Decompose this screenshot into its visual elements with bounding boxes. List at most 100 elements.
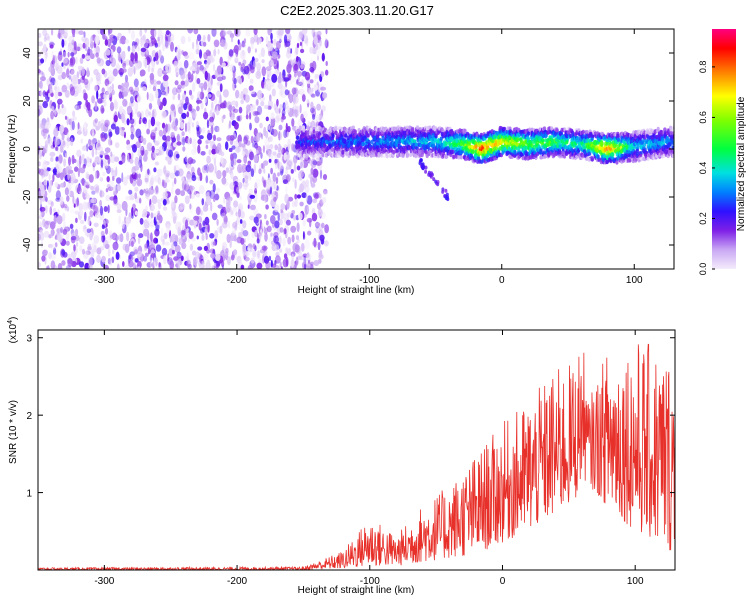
spectrogram-noise-cell [186,121,191,132]
spectrogram-noise-cell [299,41,302,47]
spectrogram-noise-cell [149,72,155,81]
spectrogram-noise-cell [310,176,313,185]
spectrogram-noise-cell [264,214,267,220]
spectrogram-noise-cell [236,255,242,264]
spectrogram-noise-cell [180,134,183,142]
spectrogram-noise-cell [94,101,98,111]
spectrogram-noise-cell [40,229,43,236]
spectrogram-noise-cell [109,85,112,92]
spectrogram-noise-cell [109,196,115,201]
spectrogram-noise-cell [187,36,191,43]
spectrogram-noise-cell [321,52,325,62]
spectrogram-noise-cell [107,248,111,257]
spectrogram-noise-cell [184,228,189,238]
spectrogram-noise-cell [82,164,86,169]
spectrogram-noise-cell [231,230,237,236]
spectrogram-noise-cell [173,256,179,261]
spectrogram-noise-cell [286,63,292,74]
spectrogram-noise-cell [263,226,266,234]
spectrogram-noise-cell [279,248,283,253]
spectrogram-noise-cell [175,67,178,73]
spectrogram-noise-cell [150,116,156,127]
spectrogram-noise-cell [254,48,257,53]
spectrogram-signal-cell [596,154,600,159]
spectrogram-noise-cell [144,177,149,183]
spectrogram-noise-cell [240,163,246,172]
spectrogram-noise-cell [247,46,251,54]
spectrogram-noise-cell [128,189,133,195]
spectrogram-noise-cell [147,168,150,175]
spectrogram-noise-cell [124,38,129,44]
spectrogram-noise-cell [170,123,176,131]
spectrogram-noise-cell [74,166,79,172]
spectrogram-noise-cell [126,105,133,114]
spectrogram-noise-cell [108,131,113,138]
spectrogram-noise-cell [296,42,300,49]
spectrogram-noise-cell [213,64,216,72]
spectrogram-noise-cell [39,184,45,192]
spectrogram-noise-cell [101,255,106,263]
spectrogram-noise-cell [284,193,290,204]
spectrogram-noise-cell [198,135,204,140]
spectrogram-noise-cell [238,195,242,200]
spectrogram-signal-cell [540,138,545,143]
spectrogram-noise-cell [40,122,46,129]
spectrogram-noise-cell [47,35,51,42]
spectrogram-noise-cell [255,178,261,188]
spectrogram-noise-cell [45,121,51,129]
spectrogram-noise-cell [146,142,153,152]
spectrogram-noise-cell [160,55,165,64]
spectrogram-noise-cell [247,246,251,254]
spectrogram-noise-cell [135,58,139,64]
spectrogram-noise-cell [229,182,235,190]
spectrogram-noise-cell [57,98,63,105]
spectrogram-noise-cell [64,187,69,196]
spectrogram-noise-cell [49,44,54,49]
spectrogram-noise-cell [60,182,66,188]
spectrogram-noise-cell [276,60,279,70]
spectrogram-noise-cell [317,208,323,217]
spectrogram-noise-cell [220,39,227,47]
spectrogram-signal-cell [313,136,317,141]
spectrogram-noise-cell [146,194,150,201]
spectrogram-noise-cell [40,211,43,218]
spectrogram-noise-cell [217,142,222,151]
spectrogram-noise-cell [177,260,181,269]
spectrogram-noise-cell [185,122,187,133]
spectrogram-noise-cell [235,211,238,217]
spectrogram-noise-cell [58,225,63,231]
spectrogram-noise-cell [233,77,237,85]
spectrogram-noise-cell [157,202,162,210]
spectrogram-noise-cell [43,163,48,171]
spectrogram-noise-cell [173,165,177,173]
spectrogram-noise-cell [76,159,82,167]
spectrogram-noise-cell [180,35,186,45]
spectrogram-noise-cell [38,102,42,108]
spectrogram-noise-cell [68,75,72,80]
spectrogram-noise-cell [140,47,147,53]
spectrogram-noise-cell [202,34,206,42]
spectrogram-noise-cell [107,186,114,191]
spectrogram-noise-cell [65,240,70,246]
spectrogram-noise-cell [118,105,123,115]
spectrogram-noise-cell [219,83,223,92]
spectrogram-noise-cell [184,195,190,204]
spectrogram-noise-cell [253,33,259,43]
spectrogram-noise-cell [57,234,63,243]
spectrogram-noise-cell [153,79,157,89]
spectrogram-noise-cell [202,205,209,212]
spectrogram-noise-cell [178,238,183,245]
spectrogram-noise-cell [207,34,211,42]
spectrogram-noise-cell [261,245,268,251]
spectrogram-noise-cell [77,65,83,71]
spectrogram-noise-cell [270,232,273,237]
spectrogram-noise-cell [277,131,283,141]
spectrogram-noise-cell [209,179,214,185]
spectrogram-noise-cell [85,156,91,164]
spectrogram-noise-cell [70,251,77,259]
spectrogram-noise-cell [203,253,209,261]
spectrogram-noise-cell [91,95,95,104]
spectrogram-noise-cell [232,206,238,212]
spectrogram-noise-cell [206,132,213,141]
spectrogram-noise-cell [86,231,90,238]
